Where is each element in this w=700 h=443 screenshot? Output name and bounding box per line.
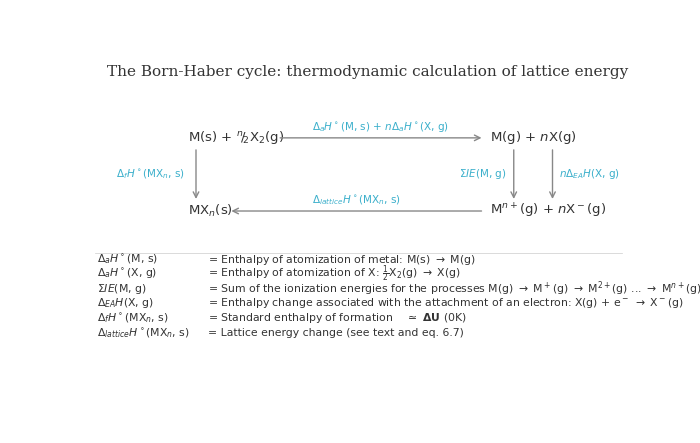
Text: $\Delta_{lattice}H^\circ$(MX$_n$, s): $\Delta_{lattice}H^\circ$(MX$_n$, s) [312,194,400,207]
Text: $\Delta_f H^\circ$(MX$_n$, s): $\Delta_f H^\circ$(MX$_n$, s) [116,167,184,181]
Text: M$^{n+}$(g) + $n$X$^-$(g): M$^{n+}$(g) + $n$X$^-$(g) [491,202,607,220]
Text: = Enthalpy of atomization of X: $\frac{1}{2}$X$_2$(g) $\rightarrow$ X(g): = Enthalpy of atomization of X: $\frac{1… [208,264,461,285]
Text: = Sum of the ionization energies for the processes M(g) $\rightarrow$ M$^+$(g) $: = Sum of the ionization energies for the… [208,280,700,298]
Text: $\Delta_a H^\circ$(X, g): $\Delta_a H^\circ$(X, g) [97,267,157,281]
Text: $\Sigma IE$(M, g): $\Sigma IE$(M, g) [97,282,146,296]
Text: $\Delta_{EA}H$(X, g): $\Delta_{EA}H$(X, g) [97,296,153,311]
Text: $\Delta_a H^\circ$(M, s) + $n\Delta_a H^\circ$(X, g): $\Delta_a H^\circ$(M, s) + $n\Delta_a H^… [312,120,449,134]
Text: = Standard enthalpy of formation    $\simeq$ $\mathbf{\Delta U}$ (0K): = Standard enthalpy of formation $\simeq… [208,311,466,325]
Text: $\Delta_a H^\circ$(M, s): $\Delta_a H^\circ$(M, s) [97,253,158,266]
Text: M(g) + $n$X(g): M(g) + $n$X(g) [491,129,578,146]
Text: $\Delta_f H^\circ$(MX$_n$, s): $\Delta_f H^\circ$(MX$_n$, s) [97,311,169,325]
Text: MX$_n$(s): MX$_n$(s) [188,203,233,219]
Text: The Born-Haber cycle: thermodynamic calculation of lattice energy: The Born-Haber cycle: thermodynamic calc… [107,65,628,79]
Text: $n\Delta_{EA}H$(X, g): $n\Delta_{EA}H$(X, g) [559,167,620,182]
Text: $\Sigma IE$(M, g): $\Sigma IE$(M, g) [458,167,506,182]
Text: M(s) + $^n\!/\!_2$X$_2$(g): M(s) + $^n\!/\!_2$X$_2$(g) [188,129,284,146]
Text: = Lattice energy change (see text and eq. 6.7): = Lattice energy change (see text and eq… [208,328,463,338]
Text: = Enthalpy of atomization of metal: M(s) $\rightarrow$ M(g): = Enthalpy of atomization of metal: M(s)… [208,253,475,267]
Text: $\Delta_{lattice}H^\circ$(MX$_n$, s): $\Delta_{lattice}H^\circ$(MX$_n$, s) [97,326,190,339]
Text: = Enthalpy change associated with the attachment of an electron: X(g) + e$^-$ $\: = Enthalpy change associated with the at… [208,296,683,311]
